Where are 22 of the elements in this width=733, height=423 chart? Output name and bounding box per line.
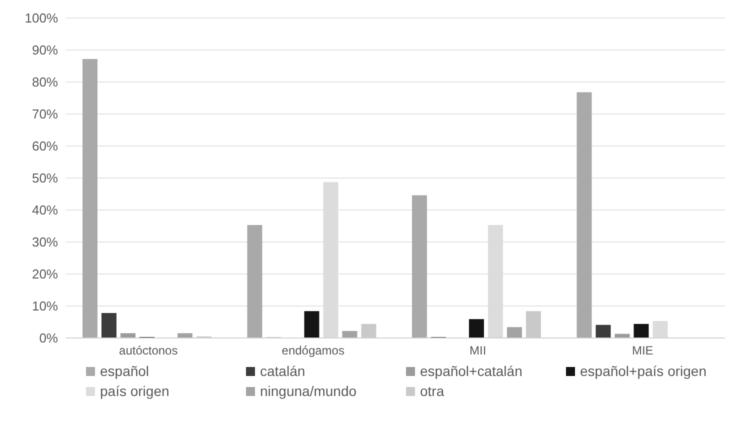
legend-label: español+país origen — [580, 363, 706, 379]
y-tick-label: 40% — [32, 202, 58, 218]
y-tick-label: 0% — [39, 330, 58, 346]
legend-label: español+catalán — [420, 363, 522, 379]
y-tick-label: 30% — [32, 234, 58, 250]
legend-label: otra — [420, 383, 444, 399]
y-tick-label: 10% — [32, 298, 58, 314]
y-tick-label: 80% — [32, 74, 58, 90]
x-tick-label: autóctonos — [119, 344, 178, 358]
legend-label: español — [100, 363, 150, 379]
legend-label: catalán — [260, 363, 306, 379]
legend-label: país origen — [100, 383, 170, 399]
y-tick-label: 70% — [32, 106, 58, 122]
legend-label: ninguna/mundo — [260, 383, 357, 399]
y-tick-label: 60% — [32, 138, 58, 154]
y-tick-label: 90% — [32, 42, 58, 58]
y-tick-label: 50% — [32, 170, 58, 186]
x-tick-label: MII — [470, 344, 486, 358]
x-tick-label: MIE — [632, 344, 654, 358]
y-tick-label: 100% — [24, 10, 58, 26]
x-tick-label: endógamos — [282, 344, 344, 358]
y-tick-label: 20% — [32, 266, 58, 282]
